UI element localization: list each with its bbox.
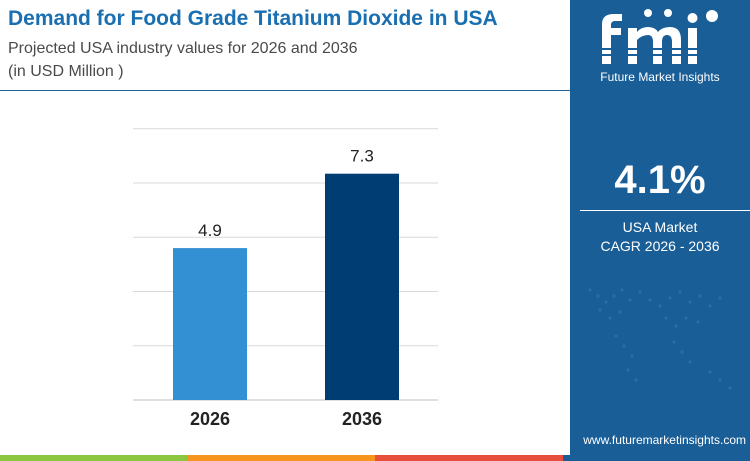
- fmi-logo: [602, 9, 718, 64]
- world-map-pattern: [588, 288, 732, 390]
- chart-title: Demand for Food Grade Titanium Dioxide i…: [8, 7, 498, 30]
- cagr-period-label: CAGR 2026 - 2036: [600, 238, 720, 254]
- strip-red: [375, 455, 563, 461]
- cagr-divider: [580, 210, 750, 211]
- chart-subtitle: Projected USA industry values for 2026 a…: [8, 40, 358, 57]
- data-label-2026: 4.9: [198, 221, 222, 240]
- strip-green: [0, 455, 188, 461]
- website-link[interactable]: www.futuremarketinsights.com: [583, 433, 746, 447]
- cagr-market-label: USA Market: [622, 219, 698, 235]
- cagr-value: 4.1%: [614, 158, 706, 202]
- brand-name: Future Market Insights: [600, 70, 720, 84]
- header-divider: [0, 90, 570, 91]
- x-tick-label-2026: 2026: [190, 409, 230, 429]
- bar-2036: [325, 173, 399, 400]
- x-tick-label-2036: 2036: [342, 409, 382, 429]
- bar-2026: [173, 248, 247, 400]
- data-label-2036: 7.3: [350, 147, 374, 166]
- bar-chart: 4.9 2026 7.3 2036: [133, 128, 438, 429]
- sidebar-panel: Future Market Insights 4.1% USA Market C…: [570, 0, 750, 455]
- color-strip: [0, 455, 750, 461]
- unit-note: (in USD Million ): [8, 63, 124, 80]
- strip-blue: [562, 455, 750, 461]
- strip-orange: [187, 455, 375, 461]
